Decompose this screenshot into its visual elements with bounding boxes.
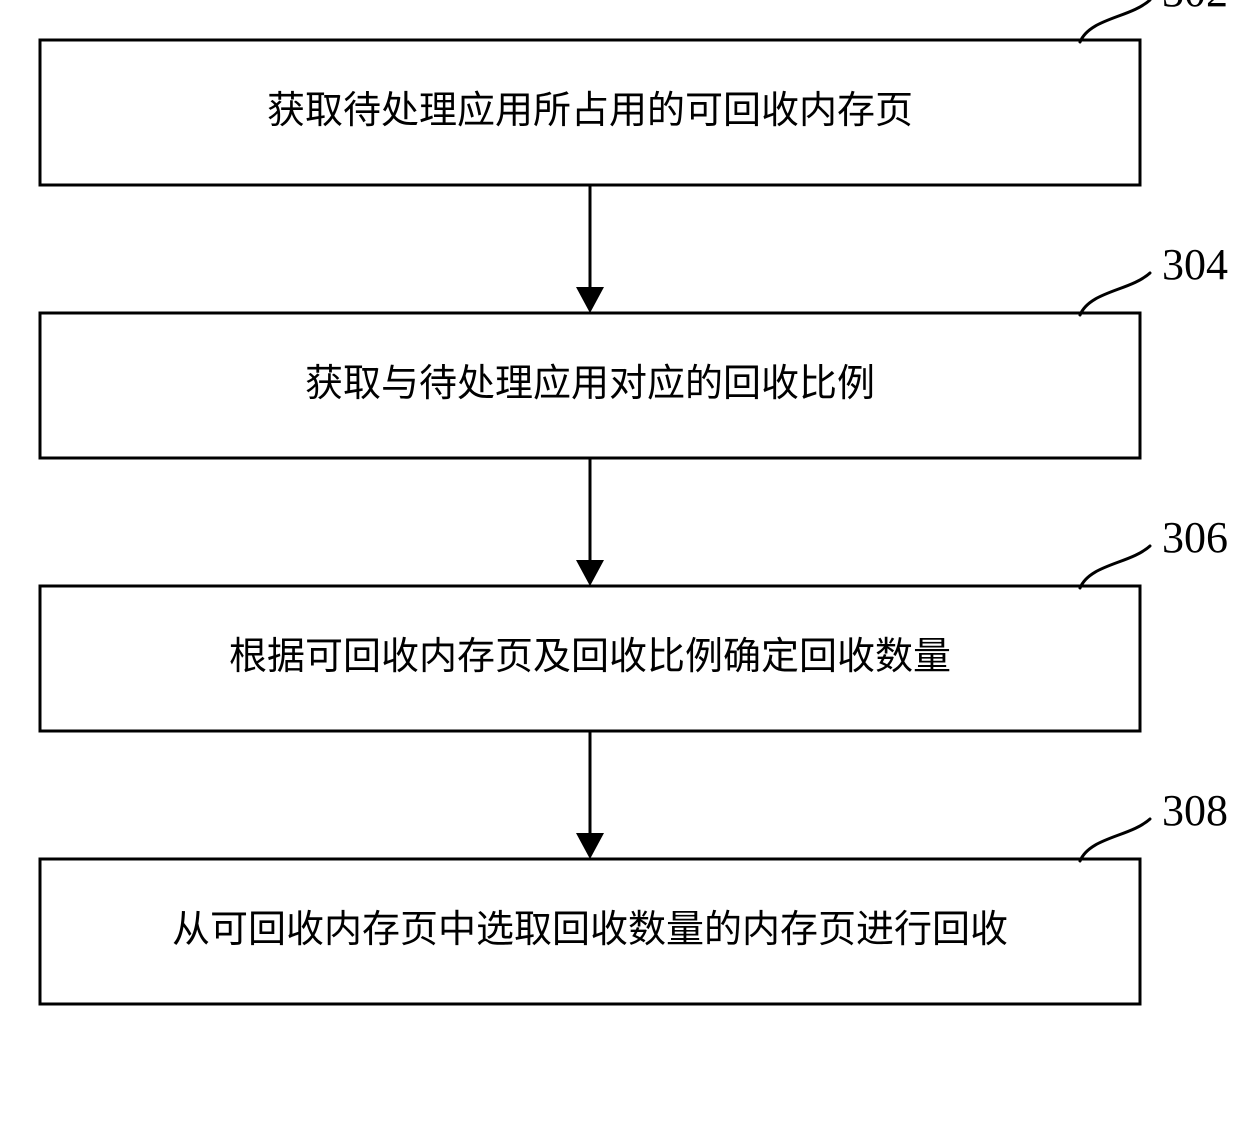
flow-arrow-head (576, 287, 604, 313)
flow-arrow-head (576, 560, 604, 586)
flow-step-label: 从可回收内存页中选取回收数量的内存页进行回收 (172, 909, 1008, 951)
step-ref-number: 302 (1162, 0, 1228, 16)
callout-tick (1080, 0, 1150, 42)
callout-tick (1080, 273, 1150, 315)
callout-tick (1080, 819, 1150, 861)
callout-tick (1080, 546, 1150, 588)
step-ref-number: 306 (1162, 513, 1228, 562)
flow-step-label: 获取与待处理应用对应的回收比例 (305, 363, 875, 405)
step-ref-number: 308 (1162, 786, 1228, 835)
flow-step-label: 根据可回收内存页及回收比例确定回收数量 (229, 636, 951, 678)
flow-step-label: 获取待处理应用所占用的可回收内存页 (267, 90, 913, 132)
flow-arrow-head (576, 833, 604, 859)
step-ref-number: 304 (1162, 240, 1228, 289)
flowchart: 获取待处理应用所占用的可回收内存页 302 获取与待处理应用对应的回收比例 304 根据… (0, 0, 1240, 1124)
